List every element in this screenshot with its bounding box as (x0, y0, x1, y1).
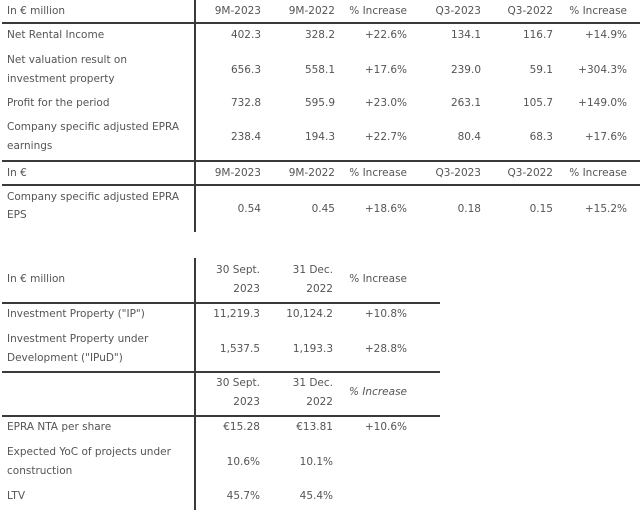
row-value: 402.3 (230, 29, 261, 41)
row-value: 0.45 (311, 203, 335, 215)
table1-header-rule (2, 22, 640, 24)
row-label: construction (7, 465, 73, 477)
table1-header2-label: In € (7, 167, 27, 179)
row-value: €13.81 (296, 421, 333, 433)
row-value: 0.15 (529, 203, 553, 215)
row-value: +17.6% (364, 64, 407, 76)
table1-vertical-divider (194, 0, 196, 232)
table2-column-header: % Increase (349, 386, 407, 398)
row-value: 0.18 (457, 203, 481, 215)
table1-column-header: % Increase (349, 167, 407, 179)
row-value: 134.1 (450, 29, 481, 41)
table2-column-header: 2023 (233, 396, 260, 408)
table2-column-header: 2022 (306, 283, 333, 295)
row-label: Profit for the period (7, 97, 110, 109)
row-label: Expected YoC of projects under (7, 446, 171, 458)
table1-column-header: Q3-2023 (435, 167, 481, 179)
table2-column-header: 2023 (233, 283, 260, 295)
table2-section-rule (2, 371, 440, 373)
table1-column-header: 9M-2022 (288, 5, 335, 17)
row-value: +15.2% (584, 203, 627, 215)
row-value: 45.4% (299, 490, 333, 502)
row-value: +17.6% (584, 131, 627, 143)
row-label: Development ("IPuD") (7, 352, 123, 364)
row-label: Investment Property under (7, 333, 149, 345)
row-label: Company specific adjusted EPRA (7, 191, 180, 203)
table1-header-label: In € million (7, 5, 66, 17)
row-value: €15.28 (223, 421, 260, 433)
row-value: 116.7 (522, 29, 553, 41)
row-value: +10.8% (364, 308, 407, 320)
row-value: +22.6% (364, 29, 407, 41)
table1-column-header: % Increase (569, 5, 627, 17)
row-label: LTV (7, 490, 26, 502)
row-value: 239.0 (450, 64, 481, 76)
row-value: 1,537.5 (219, 343, 260, 355)
row-value: +22.7% (364, 131, 407, 143)
row-value: +14.9% (584, 29, 627, 41)
table1-column-header: % Increase (349, 5, 407, 17)
table2-column-header: % Increase (349, 273, 407, 285)
row-value: 558.1 (304, 64, 335, 76)
table2-column-header: 2022 (306, 396, 333, 408)
row-value: 11,219.3 (213, 308, 260, 320)
row-label: Net Rental Income (7, 29, 105, 41)
row-value: 328.2 (304, 29, 335, 41)
row-value: +149.0% (578, 97, 627, 109)
row-value: 10.1% (299, 456, 333, 468)
row-value: 238.4 (230, 131, 261, 143)
row-label: Company specific adjusted EPRA (7, 121, 180, 133)
table1-section-rule (2, 160, 640, 162)
row-value: 263.1 (450, 97, 481, 109)
table1-column-header: Q3-2023 (435, 5, 481, 17)
row-value: 45.7% (226, 490, 260, 502)
row-value: +304.3% (578, 64, 627, 76)
table2-column-header: 30 Sept. (216, 377, 260, 389)
row-value: 656.3 (230, 64, 261, 76)
row-value: 59.1 (529, 64, 553, 76)
row-value: 0.54 (237, 203, 261, 215)
table1-column-header: Q3-2022 (507, 167, 553, 179)
table2-header-rule (2, 302, 440, 304)
row-value: 595.9 (304, 97, 335, 109)
row-value: 105.7 (522, 97, 553, 109)
table2-column-header: 31 Dec. (292, 377, 333, 389)
row-label: investment property (7, 73, 115, 85)
table1-column-header: 9M-2023 (214, 5, 261, 17)
row-value: 1,193.3 (292, 343, 333, 355)
table1-column-header: 9M-2022 (288, 167, 335, 179)
row-label: Net valuation result on (7, 54, 127, 66)
row-label: EPRA NTA per share (7, 421, 112, 433)
table1-column-header: % Increase (569, 167, 627, 179)
row-label: EPS (7, 209, 27, 221)
row-value: +18.6% (364, 203, 407, 215)
row-value: 194.3 (304, 131, 335, 143)
row-value: 10.6% (226, 456, 260, 468)
row-label: earnings (7, 140, 53, 152)
row-value: 68.3 (529, 131, 553, 143)
table2-vertical-divider (194, 258, 196, 510)
table1-column-header: Q3-2022 (507, 5, 553, 17)
row-value: 732.8 (230, 97, 261, 109)
row-value: +10.6% (364, 421, 407, 433)
table2-header2-rule (2, 415, 440, 417)
table2-column-header: 31 Dec. (292, 264, 333, 276)
row-value: +28.8% (364, 343, 407, 355)
row-value: 80.4 (457, 131, 481, 143)
table2-column-header: 30 Sept. (216, 264, 260, 276)
table1-header2-rule (2, 184, 640, 186)
row-value: +23.0% (364, 97, 407, 109)
table1-column-header: 9M-2023 (214, 167, 261, 179)
row-label: Investment Property ("IP") (7, 308, 145, 320)
row-value: 10,124.2 (286, 308, 333, 320)
table2-header-label: In € million (7, 273, 66, 285)
